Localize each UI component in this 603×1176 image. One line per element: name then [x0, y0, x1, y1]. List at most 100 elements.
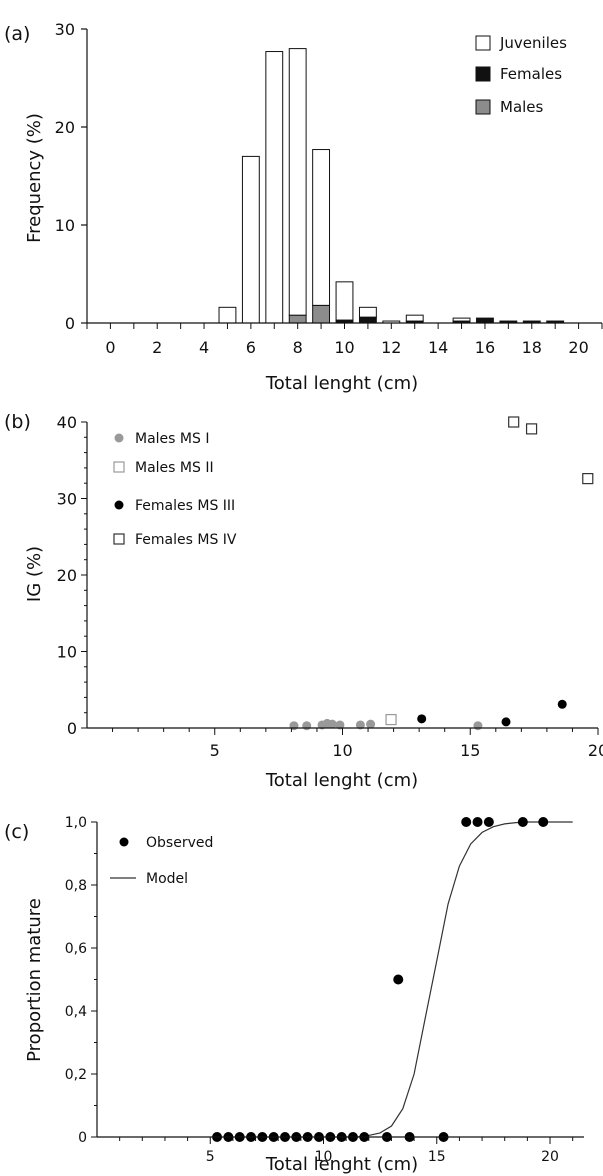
legend-males-ms1-label: Males MS I	[135, 431, 209, 447]
y-tick-label: 10	[57, 643, 77, 662]
legend-males-ms2-marker	[113, 461, 125, 473]
y-tick-label: 0,8	[65, 878, 87, 894]
panel-a-x-label: Total lenght (cm)	[265, 373, 418, 394]
legend-females-ms4-label: Females MS IV	[135, 532, 237, 548]
point-series-0	[289, 721, 299, 731]
observed-point	[461, 817, 472, 827]
legend-females-swatch	[475, 66, 491, 82]
x-tick-label: 5	[210, 741, 220, 760]
bar-juveniles-6	[241, 155, 260, 324]
bar-juveniles-11	[358, 306, 377, 318]
y-tick-label: 0	[78, 1130, 87, 1146]
x-tick-label: 14	[428, 338, 448, 357]
panel-c-tag: (c)	[4, 821, 29, 843]
model-curve	[346, 821, 573, 1138]
panel-c-legend: Observed Model	[110, 835, 213, 887]
panel-a-legend: Juveniles Females Males	[475, 34, 567, 116]
legend-males-swatch	[475, 99, 491, 115]
x-tick-label: 20	[541, 1149, 559, 1165]
panel-c-y-label: Proportion mature	[24, 898, 45, 1062]
legend-juveniles-label: Juveniles	[499, 34, 567, 52]
x-tick-label: 12	[381, 338, 401, 357]
observed-point	[538, 817, 549, 827]
legend-males-label: Males	[500, 98, 544, 116]
x-tick-label: 20	[588, 741, 603, 760]
y-tick-label: 0	[67, 719, 77, 738]
point-series-3	[525, 423, 538, 435]
bar-juveniles-15	[452, 317, 471, 322]
point-series-3	[582, 473, 594, 485]
x-tick-label: 10	[332, 741, 352, 760]
x-tick-label: 16	[475, 338, 495, 357]
x-tick-label: 15	[428, 1149, 446, 1165]
legend-females-ms3-label: Females MS III	[135, 498, 235, 514]
point-series-1	[385, 713, 397, 726]
legend-males-ms2-label: Males MS II	[135, 460, 214, 476]
panel-a-y-ticks: 0 10 20 30	[55, 20, 87, 333]
panel-c-points	[212, 817, 549, 1142]
point-series-0	[335, 720, 345, 730]
bar-juveniles-5	[218, 306, 237, 324]
legend-males-ms1-marker	[114, 433, 124, 443]
panel-c-x-ticks: 5 10 15 20	[119, 1137, 574, 1165]
point-series-0	[473, 721, 483, 731]
y-tick-label: 20	[57, 566, 77, 585]
panel-a-tag: (a)	[4, 23, 30, 45]
legend-females-ms3-marker	[114, 500, 124, 510]
y-tick-label: 0,6	[65, 941, 87, 957]
panel-b-points	[289, 416, 594, 731]
point-series-2	[417, 714, 427, 724]
x-tick-label: 0	[105, 338, 115, 357]
bar-juveniles-7	[265, 51, 284, 324]
panel-b-y-label: IG (%)	[24, 546, 45, 602]
legend-females-label: Females	[500, 65, 562, 83]
bar-juveniles-8	[288, 48, 307, 316]
bar-males-8	[288, 314, 307, 324]
point-series-2	[501, 717, 511, 727]
point-series-3	[508, 416, 520, 428]
panel-c-x-label: Total lenght (cm)	[265, 1154, 418, 1175]
panel-b: (b) 0 10 20 30 40 5 10 15 20 IG (%) Total lengh…	[4, 411, 603, 791]
y-tick-label: 30	[57, 490, 77, 509]
y-tick-label: 0,2	[65, 1067, 87, 1083]
panel-c: (c) 0 0,2 0,4 0,6 0,8 1,0 5 10 15 20 Proportion …	[4, 815, 584, 1175]
point-series-0	[366, 719, 376, 729]
bar-females-16	[476, 317, 494, 324]
observed-point	[517, 817, 528, 827]
observed-point	[483, 817, 494, 827]
x-tick-label: 20	[568, 338, 588, 357]
panel-b-tag: (b)	[4, 411, 31, 433]
bar-juveniles-10	[335, 281, 354, 321]
y-tick-label: 20	[55, 118, 75, 137]
x-tick-label: 18	[522, 338, 542, 357]
panel-b-x-label: Total lenght (cm)	[265, 770, 418, 791]
panel-b-legend: Males MS I Males MS II Females MS III Fe…	[113, 431, 237, 548]
y-tick-label: 30	[55, 20, 75, 39]
point-series-0	[327, 719, 337, 729]
x-tick-label: 4	[199, 338, 209, 357]
observed-point	[393, 974, 404, 985]
panel-a-bars	[218, 48, 565, 324]
legend-observed-marker	[119, 837, 129, 847]
observed-point	[472, 817, 483, 827]
x-tick-label: 6	[246, 338, 256, 357]
y-tick-label: 0	[65, 314, 75, 333]
legend-females-ms4-marker	[113, 533, 125, 545]
bar-females-11	[358, 316, 377, 324]
point-series-0	[302, 721, 312, 731]
y-tick-label: 1,0	[65, 815, 87, 831]
y-tick-label: 0,4	[65, 1004, 87, 1020]
panel-a: (a) 0 10 20 30 0 2 4 6 8 10 12 14 16 18 20 Frequency …	[4, 20, 603, 394]
legend-model-label: Model	[146, 871, 188, 887]
x-tick-label: 10	[334, 338, 354, 357]
x-tick-label: 15	[460, 741, 480, 760]
x-tick-label: 5	[206, 1149, 215, 1165]
panel-a-y-label: Frequency (%)	[24, 113, 45, 243]
legend-juveniles-swatch	[475, 35, 491, 51]
point-series-2	[557, 699, 567, 709]
bar-males-9	[312, 304, 331, 324]
point-series-0	[355, 720, 365, 730]
panel-b-y-ticks: 0 10 20 30 40	[57, 413, 87, 738]
bar-juveniles-13	[405, 314, 424, 322]
